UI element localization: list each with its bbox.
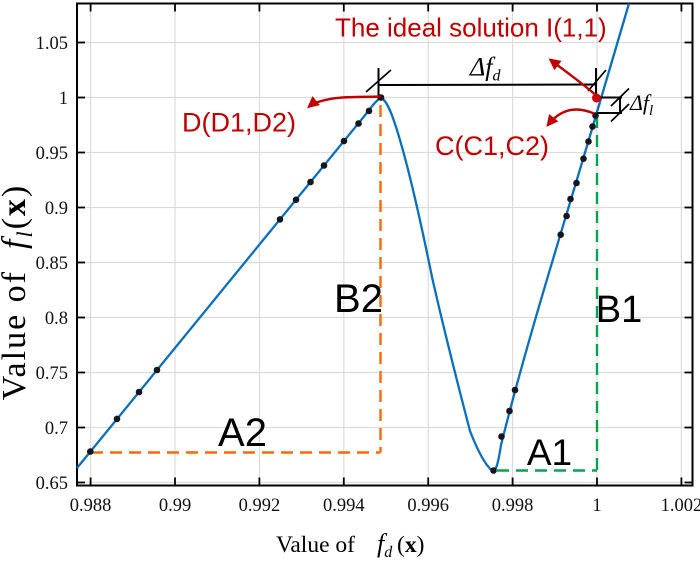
svg-text:0.8: 0.8 <box>45 309 68 329</box>
svg-text:1.05: 1.05 <box>36 34 68 54</box>
svg-text:A2: A2 <box>218 411 267 455</box>
svg-text:0.996: 0.996 <box>407 496 449 516</box>
svg-text:0.95: 0.95 <box>36 144 68 164</box>
svg-text:1: 1 <box>59 89 68 109</box>
svg-text:Value of fl(x): Value of fl(x) <box>0 184 37 400</box>
svg-text:0.7: 0.7 <box>45 419 68 439</box>
svg-text:The ideal solution I(1,1): The ideal solution I(1,1) <box>335 13 607 43</box>
svg-text:0.85: 0.85 <box>36 254 68 274</box>
svg-text:1.002: 1.002 <box>661 496 700 516</box>
svg-text:0.9: 0.9 <box>45 199 68 219</box>
svg-text:B1: B1 <box>596 289 642 331</box>
svg-text:0.998: 0.998 <box>492 496 534 516</box>
svg-text:0.75: 0.75 <box>36 364 68 384</box>
svg-text:A1: A1 <box>527 432 572 473</box>
svg-text:C(C1,C2): C(C1,C2) <box>435 131 549 161</box>
svg-text:0.988: 0.988 <box>70 496 112 516</box>
svg-text:1: 1 <box>592 496 601 516</box>
svg-text:0.994: 0.994 <box>323 496 365 516</box>
svg-text:0.99: 0.99 <box>159 496 191 516</box>
svg-text:B2: B2 <box>334 277 383 321</box>
svg-text:D(D1,D2): D(D1,D2) <box>182 108 296 138</box>
svg-text:0.65: 0.65 <box>36 474 68 494</box>
svg-text:0.992: 0.992 <box>239 496 281 516</box>
